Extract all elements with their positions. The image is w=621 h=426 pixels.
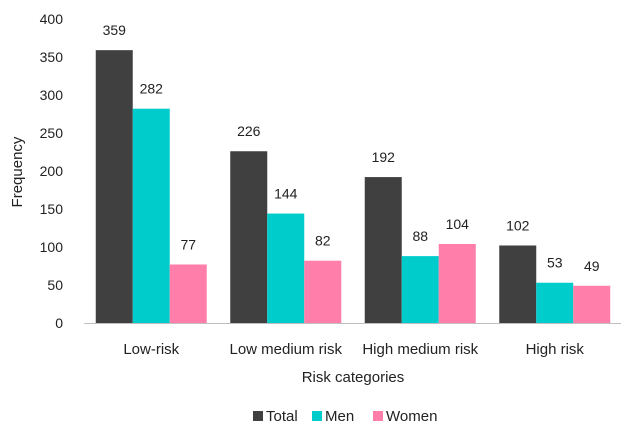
legend-swatch-total — [253, 411, 263, 421]
data-label: 359 — [103, 22, 127, 38]
data-label: 226 — [237, 123, 261, 139]
data-label: 144 — [274, 186, 298, 202]
y-axis-title: Frequency — [9, 136, 26, 207]
data-labels: 359 282 77 226 144 82 192 88 104 102 53 49 — [103, 22, 600, 274]
bar-total — [364, 177, 402, 323]
bars — [95, 50, 611, 324]
data-label: 282 — [140, 81, 164, 97]
data-label: 77 — [180, 236, 196, 252]
data-label: 82 — [315, 233, 331, 249]
x-axis-title: Risk categories — [302, 369, 405, 386]
data-label: 102 — [506, 217, 530, 233]
bar-total — [95, 50, 133, 323]
legend-swatch-men — [312, 411, 322, 421]
x-category-label: High medium risk — [362, 341, 478, 358]
data-label: 192 — [372, 149, 396, 165]
data-label: 88 — [412, 228, 428, 244]
x-axis-categories: Low-risk Low medium risk High medium risk H… — [123, 341, 584, 358]
bar-total — [499, 245, 537, 323]
legend-swatch-women — [373, 411, 383, 421]
data-label: 53 — [547, 255, 563, 271]
y-tick-label: 50 — [47, 277, 63, 293]
y-tick-label: 350 — [40, 49, 64, 65]
y-tick-label: 300 — [40, 87, 64, 103]
x-category-label: Low-risk — [123, 341, 179, 358]
bar-men — [536, 282, 574, 323]
bar-men — [401, 256, 439, 323]
data-label: 104 — [446, 216, 470, 232]
y-tick-label: 150 — [40, 201, 64, 217]
bar-women — [438, 243, 476, 323]
bar-men — [267, 213, 305, 323]
y-tick-label: 100 — [40, 239, 64, 255]
bar-women — [304, 260, 342, 323]
data-label: 49 — [584, 258, 600, 274]
x-category-label: Low medium risk — [229, 341, 342, 358]
y-tick-label: 0 — [55, 315, 63, 331]
y-tick-label: 200 — [40, 163, 64, 179]
bar-women — [573, 285, 611, 323]
y-tick-label: 400 — [40, 11, 64, 27]
bar-total — [230, 151, 268, 323]
legend-label-total: Total — [266, 408, 298, 425]
legend-label-men: Men — [325, 408, 354, 425]
legend-label-women: Women — [386, 408, 437, 425]
y-tick-label: 250 — [40, 125, 64, 141]
bar-men — [132, 108, 170, 324]
bar-women — [169, 264, 207, 323]
x-category-label: High risk — [526, 341, 585, 358]
y-axis-ticks: 0 50 100 150 200 250 300 350 400 — [40, 11, 64, 331]
legend: Total Men Women — [253, 408, 437, 425]
